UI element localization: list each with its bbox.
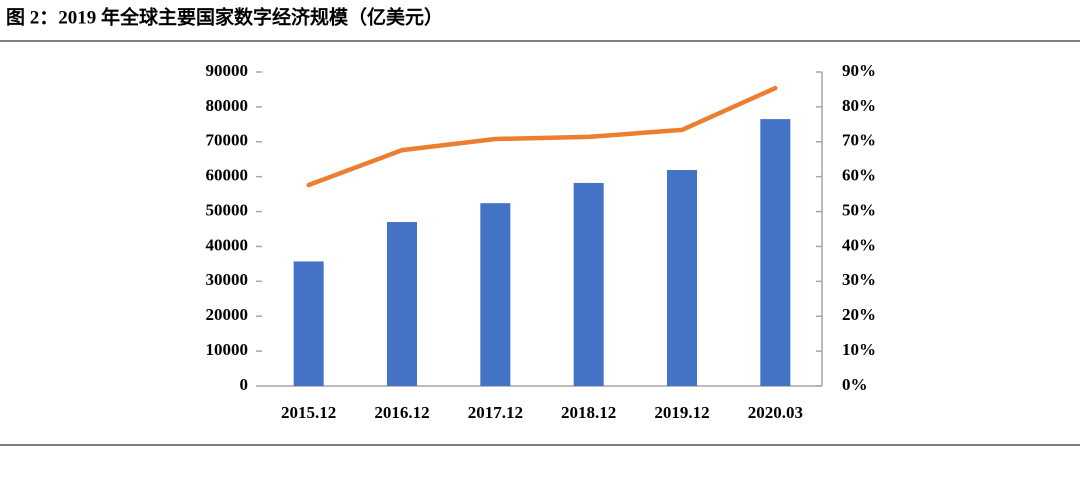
y-tick-label: 10000: [206, 340, 249, 359]
bar: [480, 203, 511, 386]
line: [306, 85, 778, 188]
y2-tick-label: 0%: [842, 375, 868, 394]
y-tick-label: 80000: [206, 96, 249, 115]
y2-tick-label: 60%: [842, 166, 876, 185]
y2-tick-label: 30%: [842, 270, 876, 289]
y2-tick-label: 80%: [842, 96, 876, 115]
y-tick-label: 50000: [206, 200, 249, 219]
y-tick-label: 70000: [206, 131, 249, 150]
y-tick-label: 90000: [206, 61, 249, 80]
y2-tick-label: 10%: [842, 340, 876, 359]
chart-title: 图 2：2019 年全球主要国家数字经济规模（亿美元）: [6, 5, 443, 28]
y-tick-label: 30000: [206, 270, 249, 289]
y2-tick-label: 50%: [842, 200, 876, 219]
bar: [760, 119, 791, 386]
y-tick-label: 60000: [206, 166, 249, 185]
y2-tick-label: 20%: [842, 305, 876, 324]
bar: [667, 170, 697, 386]
y2-tick-label: 70%: [842, 131, 876, 150]
y2-tick-label: 90%: [842, 61, 876, 80]
y2-tick-label: 40%: [842, 235, 876, 254]
x-tick-label: 2016.12: [374, 403, 429, 422]
x-tick-label: 2018.12: [561, 403, 616, 422]
y-tick-label: 0: [240, 375, 249, 394]
bar: [573, 182, 604, 386]
x-tick-label: 2017.12: [468, 403, 523, 422]
y-tick-label: 20000: [206, 305, 249, 324]
x-tick-label: 2019.12: [654, 403, 709, 422]
bar: [293, 261, 324, 386]
x-tick-label: 2015.12: [281, 403, 336, 422]
x-tick-label: 2020.03: [748, 403, 803, 422]
bar: [387, 222, 417, 386]
y-tick-label: 40000: [206, 235, 249, 254]
